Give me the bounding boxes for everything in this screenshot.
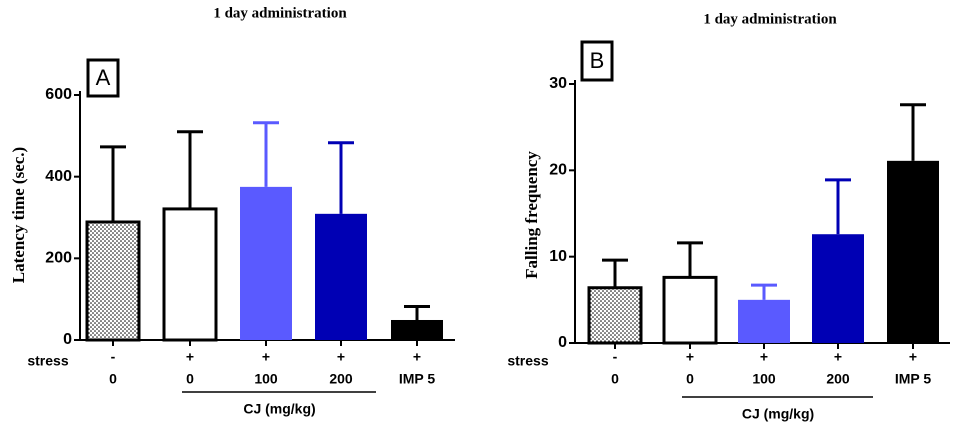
bar [662,275,718,345]
stress-sign: + [909,349,917,365]
x-tick-label: 0 [186,371,194,387]
stress-sign: - [613,349,618,365]
x-tick-label: IMP 5 [399,371,436,387]
panel-label: A [96,65,111,90]
stress-sign: + [834,349,842,365]
x-tick-label: 200 [826,371,850,387]
panel-box [580,40,614,82]
y-tick-label: 10 [549,248,567,265]
chart-title: 1 day administration [703,11,837,27]
x-tick-label: 100 [752,371,776,387]
group-label: CJ (mg/kg) [243,401,315,417]
bar [85,220,141,342]
y-axis-label: Latency time (sec.) [9,147,28,283]
x-tick-label: 100 [254,371,278,387]
panel-label: B [590,48,605,73]
stress-label: stress [27,353,68,369]
stress-sign: + [262,349,270,365]
bar [887,160,939,343]
bar [738,299,790,343]
stress-label: stress [507,353,548,369]
y-axis-label: Falling frequency [522,151,541,279]
x-tick-label: 0 [109,371,117,387]
bar [315,213,367,340]
group-label: CJ (mg/kg) [742,406,814,422]
chart-title: 1 day administration [213,5,347,21]
bar [162,207,218,342]
stress-sign: + [186,349,194,365]
bar [391,319,443,340]
y-tick-label: 400 [45,168,72,185]
y-tick-label: 30 [549,75,567,92]
stress-sign: + [760,349,768,365]
x-tick-label: IMP 5 [895,371,932,387]
y-tick-label: 200 [45,250,72,267]
y-tick-label: 600 [45,86,72,103]
x-tick-label: 200 [329,371,353,387]
stress-sign: + [686,349,694,365]
bar [812,234,864,343]
stress-sign: + [413,349,421,365]
panel-box [86,58,120,98]
stress-sign: + [337,349,345,365]
stress-sign: - [111,349,116,365]
y-tick-label: 20 [549,162,567,179]
x-tick-label: 0 [686,371,694,387]
bar [240,186,292,340]
y-tick-label: 0 [558,334,567,351]
x-tick-label: 0 [611,371,619,387]
y-tick-label: 0 [63,331,72,348]
bar [587,286,643,345]
